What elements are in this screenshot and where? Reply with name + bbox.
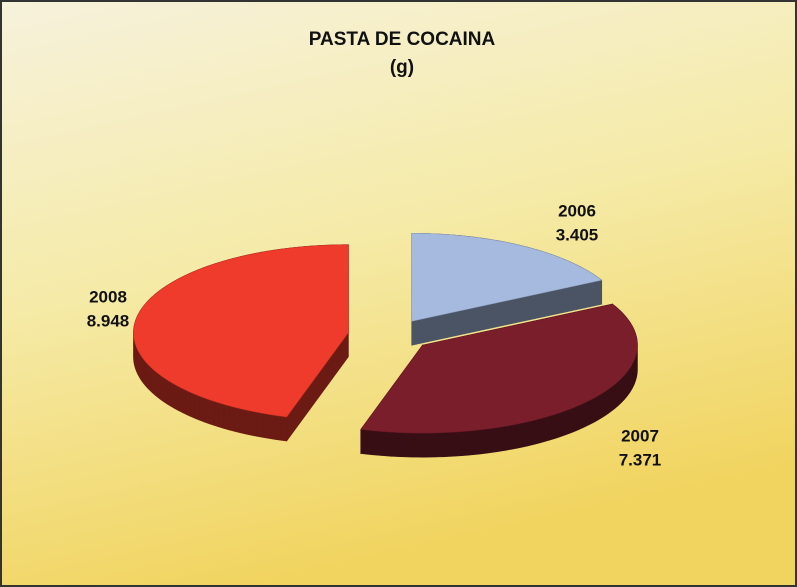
slice-category-label: 2007 — [621, 426, 659, 445]
slice-category-label: 2008 — [89, 287, 127, 306]
slice-category-label: 2006 — [558, 201, 596, 220]
slice — [360, 303, 638, 434]
slice-value-label: 8.948 — [87, 311, 130, 330]
slice — [411, 233, 603, 322]
slice-value-label: 7.371 — [619, 450, 662, 469]
slice-value-label: 3.405 — [556, 225, 599, 244]
chart-subtitle: (g) — [390, 57, 414, 78]
slice — [133, 244, 349, 418]
chart-title: PASTA DE COCAINA — [309, 29, 496, 50]
